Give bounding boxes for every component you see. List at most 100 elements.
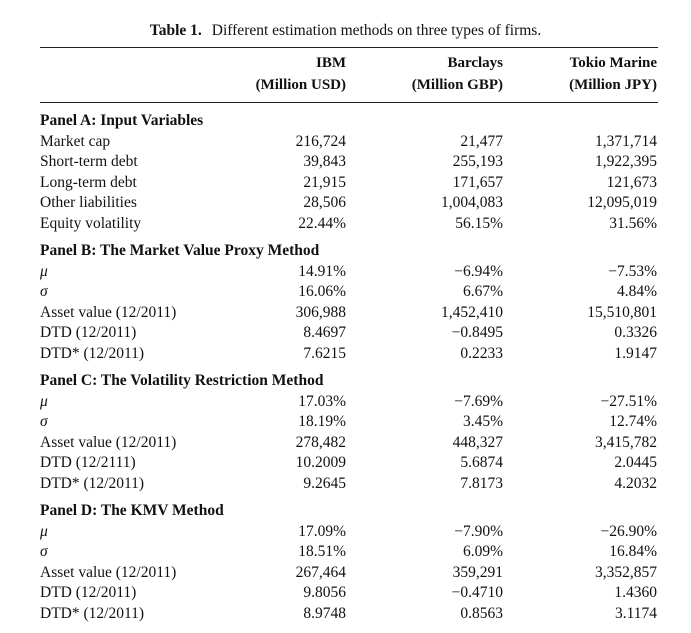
table-row: σ 18.51% 6.09% 16.84%: [0, 542, 691, 563]
row-label: Market cap: [40, 132, 111, 150]
table-cell: 1.9147: [614, 344, 657, 362]
table-row: DTD* (12/2011) 8.9748 0.8563 3.1174: [0, 604, 691, 625]
table-cell: 3.1174: [614, 604, 657, 622]
table-cell: −7.69%: [454, 392, 503, 410]
row-label: μ: [40, 262, 48, 280]
row-label: σ: [40, 543, 48, 560]
table-cell: 21,915: [303, 173, 346, 191]
table-row: Other liabilities 28,506 1,004,083 12,095,0…: [0, 193, 691, 214]
row-label: σ: [40, 283, 48, 300]
column-unit: (Million GBP): [411, 77, 503, 93]
row-label: Equity volatility: [40, 214, 142, 232]
table-cell: 1,922,395: [595, 153, 657, 170]
table-cell: 21,477: [460, 132, 503, 150]
column-name: IBM: [316, 55, 346, 71]
table-cell: 15,510,801: [587, 303, 657, 321]
table-cell: −26.90%: [600, 522, 657, 540]
row-label: Long-term debt: [40, 173, 137, 191]
table-cell: 28,506: [303, 194, 346, 211]
panel-title: Panel D: The KMV Method: [40, 502, 224, 519]
table-cell: 1,371,714: [595, 132, 657, 150]
table-cell: 0.8563: [460, 604, 503, 622]
row-label: DTD (12/2011): [40, 584, 137, 601]
table-caption: Table 1. Different estimation methods on …: [0, 22, 691, 40]
row-label: Asset value (12/2011): [40, 563, 177, 581]
table-cell: 0.2233: [460, 344, 503, 362]
table-row: DTD (12/2111) 10.2009 5.6874 2.0445: [0, 453, 691, 474]
table-row: DTD* (12/2011) 9.2645 7.8173 4.2032: [0, 474, 691, 495]
row-label: Asset value (12/2011): [40, 433, 177, 451]
column-unit: (Million USD): [255, 77, 346, 93]
table-row: Asset value (12/2011) 306,988 1,452,410 15,…: [0, 303, 691, 324]
table-cell: 4.2032: [614, 474, 657, 492]
table-row: Market cap 216,724 21,477 1,371,714: [0, 132, 691, 153]
table-cell: 39,843: [303, 153, 346, 170]
table-cell: 7.8173: [460, 474, 503, 492]
table-cell: 278,482: [295, 433, 346, 451]
table-cell: −6.94%: [454, 262, 503, 280]
column-header-tokio-marine: Tokio Marine (Million JPY): [569, 52, 657, 96]
table-cell: 448,327: [452, 433, 503, 451]
table-row: DTD (12/2011) 9.8056 −0.4710 1.4360: [0, 583, 691, 604]
column-unit: (Million JPY): [569, 77, 657, 93]
header-rule: [40, 102, 658, 103]
table-row: Long-term debt 21,915 171,657 121,673: [0, 173, 691, 194]
table-cell: 18.19%: [298, 413, 346, 430]
caption-text: Different estimation methods on three ty…: [211, 22, 542, 39]
table-row: Equity volatility 22.44% 56.15% 31.56%: [0, 214, 691, 235]
row-label: μ: [40, 522, 48, 540]
table-cell: 3.45%: [462, 413, 503, 430]
table-cell: 16.84%: [609, 543, 657, 560]
row-label: DTD* (12/2011): [40, 344, 145, 362]
table-cell: 306,988: [295, 303, 346, 321]
top-rule: [40, 47, 658, 48]
table-cell: 1.4360: [614, 584, 657, 601]
table-cell: 2.0445: [614, 454, 657, 471]
row-label: DTD* (12/2011): [40, 474, 145, 492]
table-cell: 5.6874: [460, 454, 503, 471]
table-cell: −7.53%: [608, 262, 657, 280]
table-cell: 267,464: [295, 563, 346, 581]
table-row: σ 18.19% 3.45% 12.74%: [0, 412, 691, 433]
table-cell: 18.51%: [298, 543, 346, 560]
table-cell: 171,657: [452, 173, 503, 191]
table-cell: 9.8056: [303, 584, 346, 601]
row-label: DTD* (12/2011): [40, 604, 145, 622]
panel-title: Panel C: The Volatility Restriction Meth…: [40, 372, 324, 389]
table-row: μ 17.09% −7.90% −26.90%: [0, 522, 691, 543]
table-row: Short-term debt 39,843 255,193 1,922,395: [0, 152, 691, 173]
table-cell: 12.74%: [609, 413, 657, 430]
table-cell: 12,095,019: [587, 194, 657, 211]
column-header-ibm: IBM (Million USD): [256, 52, 346, 96]
row-label: Other liabilities: [40, 194, 137, 211]
table-cell: 8.9748: [303, 604, 346, 622]
table-row: σ 16.06% 6.67% 4.84%: [0, 282, 691, 303]
table-cell: 56.15%: [455, 214, 503, 232]
table-cell: 1,452,410: [441, 303, 503, 321]
table-cell: 4.84%: [616, 283, 657, 300]
table-cell: 16.06%: [298, 283, 346, 300]
panel-title: Panel B: The Market Value Proxy Method: [40, 242, 320, 259]
table-cell: 1,004,083: [441, 194, 503, 211]
table-cell: −0.4710: [451, 584, 503, 601]
row-label: DTD (12/2011): [40, 324, 137, 341]
table-cell: 6.67%: [462, 283, 503, 300]
column-name: Tokio Marine: [569, 55, 657, 71]
table-row: Asset value (12/2011) 267,464 359,291 3,352…: [0, 563, 691, 584]
table-cell: 6.09%: [462, 543, 503, 560]
table-cell: 17.03%: [298, 392, 346, 410]
table-cell: 359,291: [452, 563, 503, 581]
table-cell: 10.2009: [295, 454, 346, 471]
table-row: DTD* (12/2011) 7.6215 0.2233 1.9147: [0, 344, 691, 365]
column-header-barclays: Barclays (Million GBP): [412, 52, 503, 96]
table-cell: −7.90%: [454, 522, 503, 540]
table-cell: 0.3326: [614, 324, 657, 341]
caption-label: Table 1.: [149, 22, 202, 39]
table-cell: 17.09%: [298, 522, 346, 540]
row-label: DTD (12/2111): [40, 454, 136, 471]
row-label: Short-term debt: [40, 153, 138, 170]
table-row: μ 14.91% −6.94% −7.53%: [0, 262, 691, 283]
column-name: Barclays: [447, 55, 503, 71]
table-cell: 31.56%: [609, 214, 657, 232]
panel-title: Panel A: Input Variables: [40, 112, 204, 129]
